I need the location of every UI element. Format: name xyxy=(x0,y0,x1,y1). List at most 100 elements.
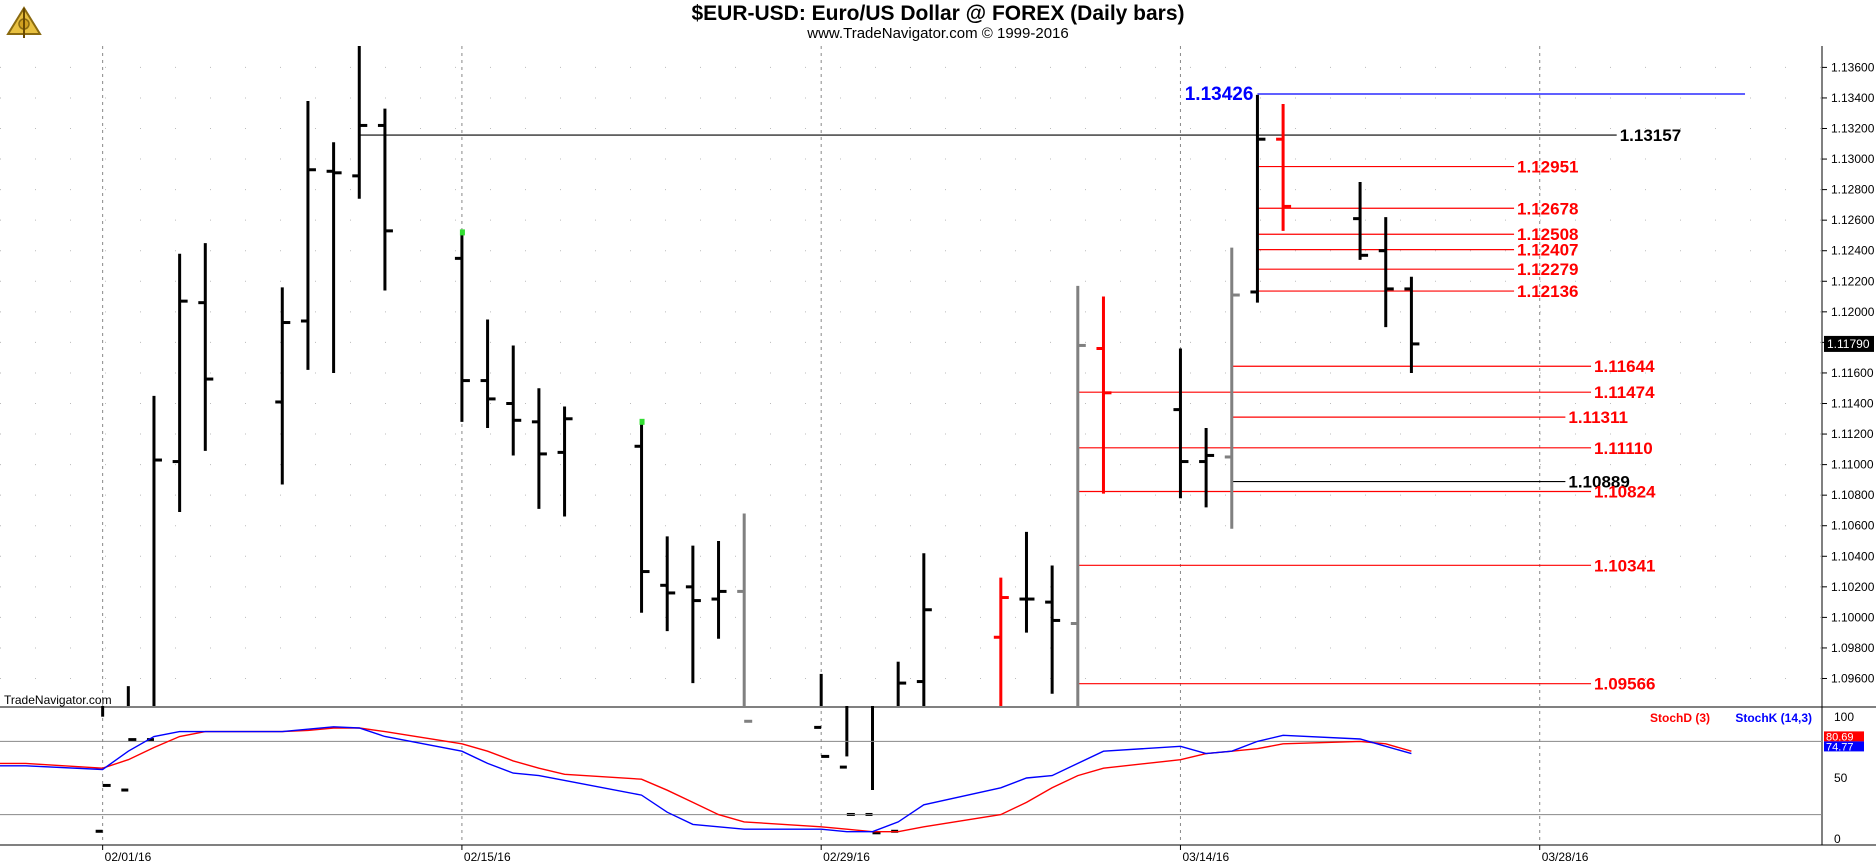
level-label: 1.12508 xyxy=(1517,225,1578,244)
ohlc-bar xyxy=(711,541,727,639)
stoch-k-value-box xyxy=(1824,741,1864,752)
level-label: 1.12407 xyxy=(1517,241,1578,260)
ohlc-bar xyxy=(660,536,676,632)
price-tick-label: 1.12400 xyxy=(1831,244,1875,258)
ohlc-bar xyxy=(506,345,522,456)
price-tick-label: 1.10000 xyxy=(1831,610,1875,624)
price-tick-label: 1.12800 xyxy=(1831,183,1875,197)
price-tick-label: 1.11200 xyxy=(1831,427,1874,441)
ohlc-bar xyxy=(172,253,188,512)
price-tick-label: 1.12600 xyxy=(1831,213,1875,227)
ohlc-bar xyxy=(326,142,342,373)
ohlc-bar xyxy=(1070,285,1086,706)
price-tick-label: 1.09600 xyxy=(1831,672,1875,686)
price-tick-label: 1.12200 xyxy=(1831,274,1875,288)
date-tick-label: 03/14/16 xyxy=(1182,850,1229,863)
ohlc-bar xyxy=(891,661,907,833)
level-label: 1.13157 xyxy=(1620,126,1681,145)
ohlc-bar xyxy=(839,706,855,816)
stoch-d-value: 80.69 xyxy=(1826,731,1854,743)
level-label: 1.13426 xyxy=(1185,84,1254,105)
ohlc-bar xyxy=(1404,276,1420,373)
watermark-text: TradeNavigator.com xyxy=(4,693,112,707)
price-tick-label: 1.13200 xyxy=(1831,122,1875,136)
stoch-tick-label: 100 xyxy=(1834,710,1854,724)
ohlc-bar xyxy=(685,545,701,684)
price-tick-label: 1.13400 xyxy=(1831,91,1875,105)
ohlc-bar xyxy=(1019,531,1035,633)
chart-title: $EUR-USD: Euro/US Dollar @ FOREX (Daily … xyxy=(691,2,1185,25)
ohlc-bar xyxy=(531,388,547,509)
ohlc-bar xyxy=(1353,181,1369,260)
level-label: 1.10889 xyxy=(1568,473,1629,492)
level-label: 1.11311 xyxy=(1568,408,1628,427)
level-label: 1.12951 xyxy=(1517,158,1578,177)
date-tick-label: 02/29/16 xyxy=(823,850,870,863)
stoch-k-value: 74.77 xyxy=(1826,741,1854,753)
ohlc-bar xyxy=(737,513,753,723)
ohlc-bar xyxy=(1224,247,1240,529)
stoch-k-line xyxy=(0,726,1412,833)
ohlc-bar xyxy=(1045,565,1061,694)
ohlc-bar xyxy=(275,287,291,485)
ohlc-bar xyxy=(454,229,470,422)
ohlc-bar xyxy=(352,46,368,199)
current-price-label: 1.11790 xyxy=(1827,337,1870,351)
price-tick-label: 1.09800 xyxy=(1831,641,1875,655)
date-tick-label: 02/15/16 xyxy=(464,850,511,863)
ohlc-bar xyxy=(1276,104,1292,231)
level-label: 1.10824 xyxy=(1594,483,1656,502)
ohlc-bar xyxy=(916,553,932,706)
price-tick-label: 1.10200 xyxy=(1831,580,1875,594)
price-tick-label: 1.11000 xyxy=(1831,458,1874,472)
ohlc-bar xyxy=(480,319,496,428)
ohlc-bar xyxy=(557,406,573,517)
ohlc-bar xyxy=(1199,427,1215,508)
level-label: 1.11644 xyxy=(1594,357,1655,376)
stoch-tick-label: 0 xyxy=(1834,832,1841,846)
ohlc-bar xyxy=(198,243,214,451)
signal-marker xyxy=(639,418,645,425)
price-tick-label: 1.13000 xyxy=(1831,152,1875,166)
stoch-d-legend: StochD (3) xyxy=(1650,711,1710,725)
price-axis-background xyxy=(1822,46,1876,845)
ohlc-bar xyxy=(1173,348,1189,499)
date-tick-label: 02/01/16 xyxy=(105,850,152,863)
ohlc-bar xyxy=(146,395,162,742)
price-tick-label: 1.12000 xyxy=(1831,305,1875,319)
stoch-d-value-box xyxy=(1824,731,1864,742)
stoch-d-line xyxy=(0,727,1412,833)
price-tick-label: 1.11400 xyxy=(1831,397,1874,411)
sextant-logo-icon xyxy=(6,6,42,38)
level-label: 1.12136 xyxy=(1517,282,1578,301)
ohlc-bar xyxy=(865,706,881,835)
date-tick-label: 03/28/16 xyxy=(1542,850,1589,863)
ohlc-bar xyxy=(300,101,316,370)
ohlc-bar xyxy=(1250,94,1266,303)
chart-header: $EUR-USD: Euro/US Dollar @ FOREX (Daily … xyxy=(0,0,1876,46)
level-label: 1.11474 xyxy=(1594,383,1655,402)
ohlc-bar xyxy=(814,673,830,758)
stoch-tick-label: 50 xyxy=(1834,771,1848,785)
stoch-k-legend: StochK (14,3) xyxy=(1735,711,1812,725)
ohlc-bar xyxy=(634,418,650,613)
price-tick-label: 1.10800 xyxy=(1831,488,1875,502)
level-label: 1.12678 xyxy=(1517,199,1578,218)
ohlc-bar xyxy=(1378,217,1394,328)
price-tick-label: 1.10400 xyxy=(1831,549,1875,563)
signal-marker xyxy=(459,229,465,236)
level-label: 1.11110 xyxy=(1594,439,1653,458)
price-tick-label: 1.10600 xyxy=(1831,519,1875,533)
ohlc-bar xyxy=(1096,296,1112,494)
level-label: 1.10341 xyxy=(1594,556,1655,575)
ohlc-bar xyxy=(993,577,1009,706)
chart-subtitle: www.TradeNavigator.com © 1999-2016 xyxy=(807,25,1069,42)
ohlc-bar xyxy=(377,108,393,291)
price-tick-label: 1.13600 xyxy=(1831,60,1875,74)
ohlc-bar xyxy=(95,706,111,833)
level-label: 1.09566 xyxy=(1594,675,1655,694)
level-label: 1.12279 xyxy=(1517,260,1578,279)
ohlc-bar xyxy=(121,686,137,792)
price-tick-label: 1.11600 xyxy=(1831,366,1874,380)
